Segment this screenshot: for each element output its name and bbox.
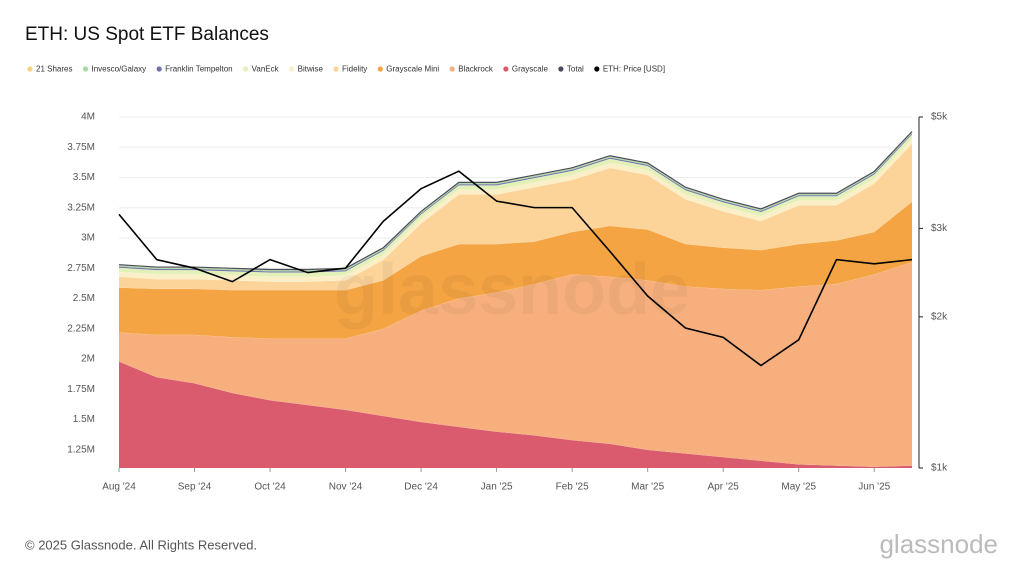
legend-label: VanEck xyxy=(252,65,280,74)
legend-label: ETH: Price [USD] xyxy=(603,65,665,74)
legend: 21 Shares Invesco/Galaxy Franklin Tempelto… xyxy=(27,65,665,74)
x-tick-label: Mar '25 xyxy=(631,482,664,493)
legend-swatch xyxy=(333,66,339,72)
legend-swatch xyxy=(27,66,33,72)
legend-swatch xyxy=(503,66,509,72)
x-tick-label: May '25 xyxy=(781,482,816,493)
legend-swatch xyxy=(449,66,455,72)
area-edge xyxy=(119,361,912,467)
y-tick-label: 3.25M xyxy=(67,202,95,213)
y-tick-label: 2.5M xyxy=(73,293,95,304)
x-tick-label: Feb '25 xyxy=(556,482,589,493)
x-tick-label: Jan '25 xyxy=(481,482,513,493)
area xyxy=(119,143,912,291)
legend-label: Total xyxy=(567,65,584,74)
y-tick-label: 3.75M xyxy=(67,142,95,153)
chart-title: ETH: US Spot ETF Balances xyxy=(25,24,269,45)
logo: glassnode xyxy=(879,529,998,559)
x-tick-label: Aug '24 xyxy=(102,482,136,493)
legend-swatch xyxy=(243,66,249,72)
y2-tick-label: $1k xyxy=(931,463,948,474)
y2-tick-label: $3k xyxy=(931,223,948,234)
legend-swatch xyxy=(558,66,564,72)
x-tick-label: Oct '24 xyxy=(254,482,286,493)
legend-label: Blackrock xyxy=(458,65,494,74)
legend-swatch xyxy=(377,66,383,72)
y-tick-label: 4M xyxy=(81,112,95,123)
legend-label: Bitwise xyxy=(298,65,324,74)
y-tick-label: 1.5M xyxy=(73,414,95,425)
legend-swatch xyxy=(594,66,600,72)
total-line xyxy=(118,131,913,271)
y-tick-label: 2.25M xyxy=(67,323,95,334)
x-tick-label: Sep '24 xyxy=(178,482,212,493)
y-tick-label: 3.5M xyxy=(73,172,95,183)
legend-label: Grayscale Mini xyxy=(386,65,439,74)
legend-label: Grayscale xyxy=(512,65,549,74)
legend-swatch xyxy=(156,66,162,72)
y-tick-label: 2M xyxy=(81,354,95,365)
legend-swatch xyxy=(82,66,89,72)
y-tick-label: 1.75M xyxy=(67,384,95,395)
area xyxy=(119,361,912,468)
watermark: glassnode xyxy=(334,250,690,330)
area xyxy=(119,201,912,339)
y-tick-label: 2.75M xyxy=(67,263,95,274)
legend-label: 21 Shares xyxy=(36,65,72,74)
x-tick-label: Nov '24 xyxy=(329,482,363,493)
y2-tick-label: $5k xyxy=(931,112,948,123)
legend-label: Franklin Tempelton xyxy=(165,65,232,74)
y-tick-label: 1.25M xyxy=(67,444,95,455)
y-tick-label: 3M xyxy=(81,233,95,244)
legend-swatch xyxy=(289,66,295,72)
x-tick-label: Dec '24 xyxy=(404,482,438,493)
x-tick-label: Apr '25 xyxy=(708,482,740,493)
lines xyxy=(118,131,913,367)
area xyxy=(119,262,912,467)
legend-label: Invesco/Galaxy xyxy=(91,65,146,74)
legend-label: Fidelity xyxy=(342,65,367,74)
plot-area xyxy=(119,131,912,468)
y2-tick-label: $2k xyxy=(931,311,948,322)
copyright: © 2025 Glassnode. All Rights Reserved. xyxy=(25,537,257,552)
x-tick-label: Jun '25 xyxy=(858,482,890,493)
price-line xyxy=(118,170,913,367)
